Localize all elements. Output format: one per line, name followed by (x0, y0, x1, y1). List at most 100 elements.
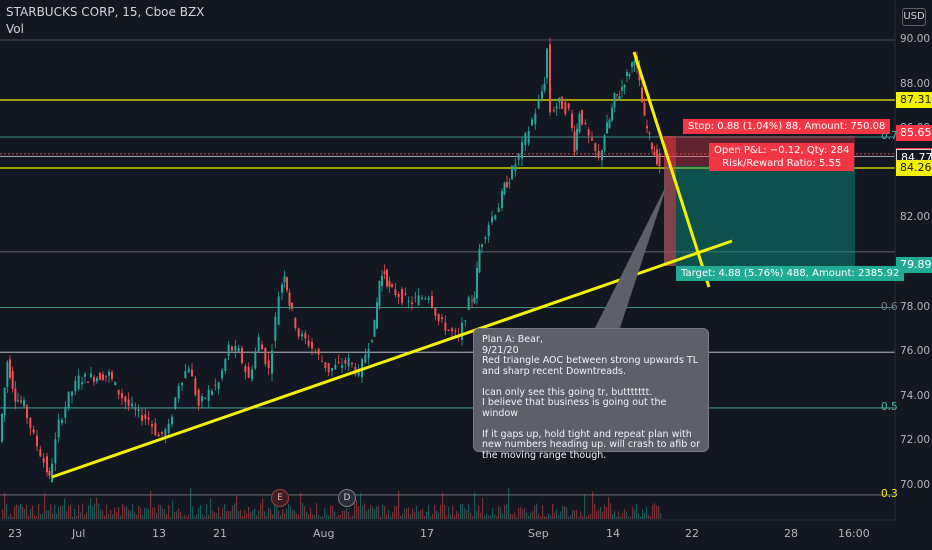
volume-bar (240, 509, 242, 519)
volume-bar (276, 498, 278, 519)
volume-indicator-label[interactable]: Vol (6, 22, 24, 36)
chart-header: STARBUCKS CORP, 15, Cboe BZX Vol (6, 4, 204, 38)
volume-bar (356, 500, 358, 519)
stop-label: Stop: 0.88 (1.04%) 88, Amount: 750.08 (683, 119, 891, 134)
volume-bar (170, 516, 172, 519)
volume-bar (540, 516, 542, 519)
downtrend-line[interactable] (632, 51, 711, 288)
volume-bar (312, 514, 314, 519)
volume-bar (608, 497, 610, 519)
candle-body (341, 365, 343, 368)
volume-bar (590, 513, 592, 519)
volume-bar (4, 492, 6, 519)
volume-bar (364, 503, 366, 519)
candle-body (467, 297, 470, 310)
candle-body (347, 357, 350, 367)
candle-body (386, 269, 388, 287)
volume-bar (550, 516, 552, 519)
plan-note[interactable]: Plan A: Bear, 9/21/20 Red triangle AOC b… (473, 328, 709, 460)
volume-bar (616, 516, 618, 519)
volume-bar (448, 506, 450, 519)
candle-body (194, 378, 197, 395)
volume-bar (360, 492, 362, 519)
volume-bar (546, 516, 548, 519)
candle-body (137, 409, 140, 412)
candle-body (584, 122, 587, 125)
volume-bar (150, 490, 152, 519)
volume-bar (374, 509, 376, 519)
candle-body (451, 328, 453, 332)
earnings-event-icon[interactable]: E (271, 489, 289, 507)
candle-body (177, 386, 180, 399)
volume-bar (428, 504, 430, 519)
candle-body (431, 296, 433, 308)
volume-bar (336, 516, 338, 519)
volume-bar (502, 513, 504, 519)
time-tick-label: 21 (213, 527, 227, 540)
volume-bar (342, 510, 344, 519)
target-zone[interactable] (664, 166, 855, 266)
volume-bar (288, 503, 290, 519)
stop-bar (664, 136, 676, 266)
price-tick-label: 76.00 (900, 345, 931, 358)
candle-body (314, 352, 317, 354)
volume-bar (242, 516, 244, 519)
volume-bar (452, 505, 454, 519)
candle-body (351, 362, 353, 365)
volume-bar (194, 516, 196, 519)
candle-body (424, 298, 427, 300)
risk-reward-label: Risk/Reward Ratio: 5.55 (722, 158, 842, 169)
dividend-event-icon[interactable]: D (338, 489, 356, 507)
volume-bar (176, 511, 178, 519)
candle-body (221, 370, 223, 379)
volume-bar (476, 511, 478, 519)
volume-bar (30, 508, 32, 519)
uptrend-line[interactable] (51, 239, 733, 479)
candle-body (14, 388, 17, 402)
volume-bar (340, 514, 342, 519)
volume-bar (560, 511, 562, 519)
volume-bar (350, 516, 352, 519)
volume-bar (122, 503, 124, 519)
candle-body (251, 369, 253, 380)
currency-badge[interactable]: USD (902, 8, 926, 26)
candle-body (658, 153, 661, 167)
candle-body (478, 249, 481, 273)
volume-bar (366, 511, 368, 519)
candle-body (207, 389, 210, 401)
volume-bar (576, 509, 578, 519)
volume-bar (290, 506, 292, 519)
candle-body (157, 434, 160, 437)
candle-body (524, 133, 527, 146)
candle-body (427, 297, 430, 300)
price-tag: 79.89 (896, 257, 932, 274)
volume-bar (322, 516, 324, 519)
volume-bar (480, 512, 482, 519)
volume-bar (296, 513, 298, 519)
candle-body (81, 382, 83, 385)
volume-bar (470, 512, 472, 519)
candle-body (606, 122, 608, 134)
volume-bar (68, 505, 70, 519)
candle-body (114, 382, 117, 386)
volume-bar (512, 514, 514, 519)
volume-bar (60, 506, 62, 519)
volume-bar (192, 506, 194, 519)
volume-bar (10, 513, 12, 519)
volume-bar (48, 510, 50, 519)
candle-body (334, 364, 337, 370)
volume-bar (536, 503, 538, 519)
volume-bar (222, 508, 224, 519)
volume-bar (306, 511, 308, 519)
volume-bar (164, 508, 166, 519)
volume-bar (138, 505, 140, 519)
volume-bar (254, 508, 256, 519)
candle-body (20, 400, 22, 403)
volume-bar (38, 503, 40, 519)
candle-body (646, 125, 648, 129)
volume-bar (628, 516, 630, 519)
symbol-title[interactable]: STARBUCKS CORP, 15, Cboe BZX (6, 5, 205, 19)
volume-bar (250, 512, 252, 519)
volume-bar (274, 504, 276, 519)
volume-bar (78, 505, 80, 519)
